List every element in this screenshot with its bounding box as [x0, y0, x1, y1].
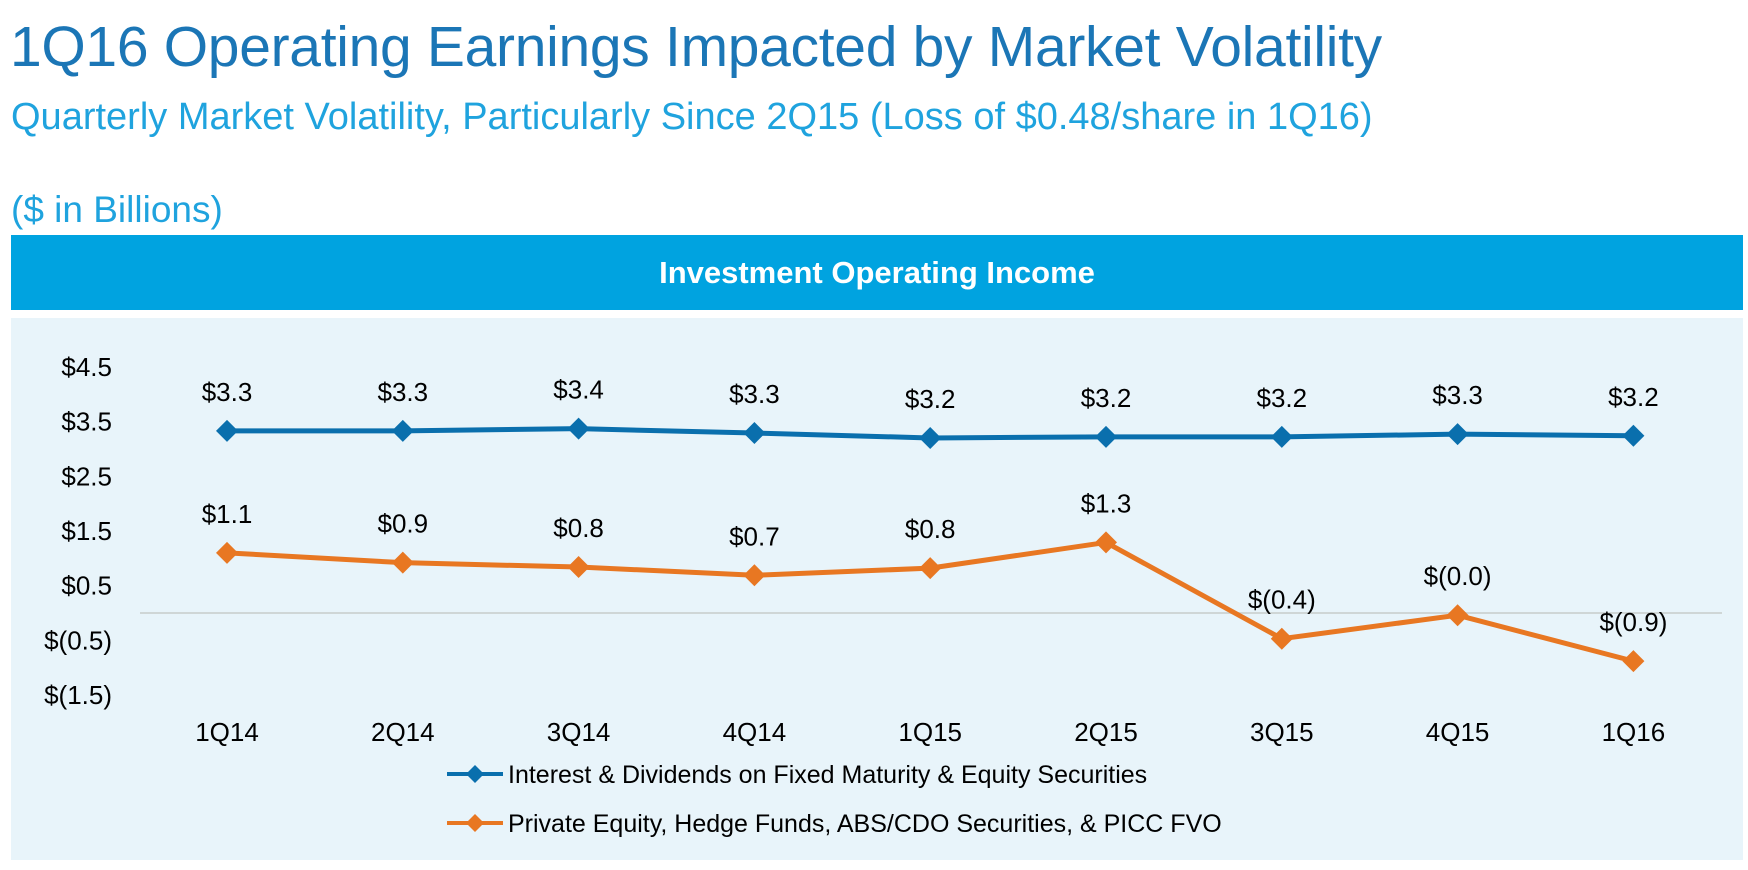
data-label: $3.2 — [1081, 383, 1132, 413]
x-tick-label: 1Q15 — [898, 717, 962, 747]
page-title: 1Q16 Operating Earnings Impacted by Mark… — [10, 15, 1382, 79]
chart-title: Investment Operating Income — [659, 254, 1095, 290]
data-point-marker — [216, 419, 238, 442]
data-label: $3.3 — [1432, 380, 1483, 410]
x-tick-label: 3Q15 — [1250, 717, 1314, 747]
data-label: $3.2 — [1256, 383, 1307, 413]
x-tick-label: 3Q14 — [547, 717, 611, 747]
data-point-marker — [1446, 423, 1469, 446]
data-label: $1.3 — [1081, 488, 1132, 518]
data-label: $0.7 — [729, 521, 780, 551]
data-point-marker — [567, 556, 590, 579]
legend-label: Interest & Dividends on Fixed Maturity &… — [508, 761, 1147, 789]
data-point-marker — [391, 551, 414, 574]
data-label: $(0.9) — [1599, 607, 1667, 637]
data-label: $0.8 — [553, 513, 604, 543]
legend-marker — [466, 765, 484, 783]
x-tick-label: 2Q14 — [371, 717, 435, 747]
y-tick-label: $(0.5) — [44, 625, 112, 655]
data-point-marker — [1622, 650, 1645, 673]
legend-label: Private Equity, Hedge Funds, ABS/CDO Sec… — [508, 810, 1222, 838]
data-point-marker — [1270, 425, 1293, 448]
data-label: $3.4 — [553, 375, 604, 405]
data-point-marker — [743, 564, 766, 587]
x-tick-label: 1Q16 — [1602, 717, 1666, 747]
x-tick-label: 4Q15 — [1426, 717, 1490, 747]
data-point-marker — [391, 419, 414, 442]
data-label: $(0.4) — [1248, 585, 1316, 615]
data-label: $(0.0) — [1424, 561, 1492, 591]
page-subtitle: Quarterly Market Volatility, Particularl… — [11, 96, 1373, 138]
data-label: $3.2 — [905, 384, 956, 414]
data-point-marker — [567, 417, 590, 440]
y-tick-label: $2.5 — [61, 461, 112, 491]
data-label: $3.3 — [202, 377, 253, 407]
data-label: $3.2 — [1608, 382, 1659, 412]
y-tick-label: $(1.5) — [44, 680, 112, 710]
data-label: $1.1 — [202, 499, 253, 529]
x-tick-label: 2Q15 — [1074, 717, 1138, 747]
legend-marker — [466, 814, 484, 832]
chart-panel — [11, 318, 1743, 860]
data-label: $0.8 — [905, 514, 956, 544]
chart-title-band: Investment Operating Income — [11, 235, 1743, 310]
data-point-marker — [1446, 604, 1469, 627]
y-tick-label: $3.5 — [61, 407, 112, 437]
data-point-marker — [743, 422, 766, 445]
data-point-marker — [919, 426, 942, 449]
y-tick-label: $1.5 — [61, 516, 112, 546]
units-label: ($ in Billions) — [11, 189, 223, 230]
x-tick-label: 4Q14 — [723, 717, 787, 747]
y-tick-label: $4.5 — [61, 352, 112, 382]
data-point-marker — [1270, 627, 1293, 650]
data-point-marker — [1095, 425, 1117, 448]
data-point-marker — [216, 541, 238, 564]
data-point-marker — [1095, 531, 1117, 554]
x-tick-label: 1Q14 — [195, 717, 259, 747]
data-label: $0.9 — [377, 509, 428, 539]
data-label: $3.3 — [377, 377, 428, 407]
data-point-marker — [1622, 424, 1645, 447]
data-point-marker — [919, 557, 942, 580]
data-label: $3.3 — [729, 379, 780, 409]
y-tick-label: $0.5 — [61, 571, 112, 601]
